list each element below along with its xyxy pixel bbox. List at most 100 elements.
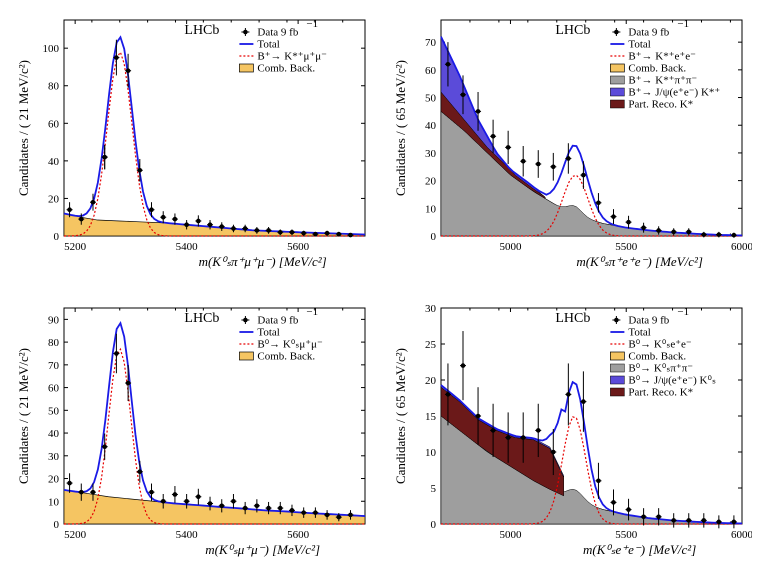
svg-text:0: 0	[431, 519, 437, 531]
plot-br: 051015202530500055006000Candidates / ( 6…	[389, 300, 752, 560]
data-point	[243, 505, 248, 510]
data-point	[641, 225, 646, 230]
data-point	[626, 220, 631, 225]
svg-text:0: 0	[54, 519, 60, 531]
data-point	[102, 155, 107, 160]
svg-text:5000: 5000	[499, 529, 522, 541]
legend-purp: B⁰→ J/ψ(e⁺e⁻) K⁰ₛ	[610, 374, 716, 386]
data-point	[301, 510, 306, 515]
legend-signal: B⁺→ K*⁺μ⁺μ⁻	[239, 51, 327, 63]
data-point	[161, 215, 166, 220]
plot-tr: 010203040506070500055006000Candidates / …	[389, 12, 752, 272]
data-point	[231, 498, 236, 503]
svg-text:Comb. Back.: Comb. Back.	[257, 63, 315, 75]
svg-text:30: 30	[48, 450, 60, 462]
svg-text:−1: −1	[306, 306, 318, 318]
svg-text:Part. Reco. K*: Part. Reco. K*	[628, 99, 693, 111]
svg-text:B⁺→ J/ψ(e⁺e⁻) K*⁺: B⁺→ J/ψ(e⁺e⁻) K*⁺	[628, 87, 720, 99]
plot-bl: 0102030405060708090520054005600Candidate…	[12, 300, 375, 560]
svg-text:B⁰→ K⁰ₛe⁺e⁻: B⁰→ K⁰ₛe⁺e⁻	[628, 338, 692, 350]
svg-text:Data 9 fb: Data 9 fb	[257, 314, 298, 326]
data-point	[243, 226, 248, 231]
svg-text:20: 20	[48, 473, 60, 485]
svg-text:−1: −1	[677, 18, 689, 30]
data-point	[290, 230, 295, 235]
y-axis-label: Candidates / ( 65 MeV/c²)	[393, 347, 408, 483]
data-point	[325, 512, 330, 517]
data-point	[626, 507, 631, 512]
svg-text:40: 40	[425, 120, 437, 132]
data-point	[461, 92, 466, 97]
svg-text:20: 20	[48, 193, 60, 205]
data-point	[196, 494, 201, 499]
data-point	[581, 399, 586, 404]
data-point	[208, 222, 213, 227]
data-point	[521, 159, 526, 164]
data-point	[581, 173, 586, 178]
data-point	[102, 444, 107, 449]
data-point	[79, 489, 84, 494]
legend-total: Total	[239, 39, 279, 51]
data-point	[536, 428, 541, 433]
svg-text:Comb. Back.: Comb. Back.	[628, 63, 686, 75]
svg-text:Total: Total	[628, 326, 650, 338]
svg-text:80: 80	[48, 337, 60, 349]
data-point	[67, 480, 72, 485]
data-point	[184, 498, 189, 503]
data-point	[446, 392, 451, 397]
data-point	[91, 200, 96, 205]
data-point	[656, 514, 661, 519]
data-point	[114, 55, 119, 60]
data-point	[138, 168, 143, 173]
experiment-label: LHCb	[555, 23, 590, 38]
data-point	[126, 380, 131, 385]
data-point	[149, 207, 154, 212]
legend-comb: Comb. Back.	[610, 63, 686, 75]
legend-signal: B⁺→ K*⁺e⁺e⁻	[610, 51, 696, 63]
data-point	[219, 224, 224, 229]
svg-text:90: 90	[48, 314, 60, 326]
svg-text:25: 25	[425, 339, 437, 351]
data-point	[219, 503, 224, 508]
data-point	[476, 413, 481, 418]
svg-text:10: 10	[48, 496, 60, 508]
svg-text:5400: 5400	[176, 529, 199, 541]
legend-data: Data 9 fb	[612, 27, 669, 39]
x-axis-label: m(K⁰ₛμ⁺μ⁻) [MeV/c²]	[205, 542, 320, 557]
data-point	[278, 230, 283, 235]
legend-purp: B⁺→ J/ψ(e⁺e⁻) K*⁺	[610, 87, 720, 99]
legend-data: Data 9 fb	[241, 27, 298, 39]
data-point	[208, 501, 213, 506]
data-point	[701, 518, 706, 523]
svg-text:Part. Reco. K*: Part. Reco. K*	[628, 386, 693, 398]
svg-text:20: 20	[425, 375, 437, 387]
svg-text:Comb. Back.: Comb. Back.	[628, 350, 686, 362]
svg-text:−1: −1	[677, 306, 689, 318]
data-point	[566, 392, 571, 397]
x-axis-label: m(K⁰ₛe⁺e⁻) [MeV/c²]	[583, 542, 696, 557]
data-point	[732, 519, 737, 524]
data-point	[196, 219, 201, 224]
svg-text:5200: 5200	[64, 241, 87, 253]
data-point	[325, 231, 330, 236]
svg-text:10: 10	[425, 203, 437, 215]
data-point	[173, 492, 178, 497]
data-point	[255, 228, 260, 233]
svg-text:Data 9 fb: Data 9 fb	[628, 27, 669, 39]
svg-text:5: 5	[431, 483, 437, 495]
data-point	[348, 512, 353, 517]
svg-text:B⁰→ J/ψ(e⁺e⁻) K⁰ₛ: B⁰→ J/ψ(e⁺e⁻) K⁰ₛ	[628, 374, 716, 386]
experiment-label: LHCb	[184, 311, 219, 326]
legend-total: Total	[239, 326, 279, 338]
data-point	[446, 62, 451, 67]
signal-curve	[64, 52, 365, 236]
svg-text:Data 9 fb: Data 9 fb	[628, 314, 669, 326]
legend-total: Total	[610, 39, 650, 51]
plot-tl: 020406080100520054005600Candidates / ( 2…	[12, 12, 375, 272]
svg-text:20: 20	[425, 176, 437, 188]
svg-text:5600: 5600	[287, 529, 310, 541]
data-point	[566, 156, 571, 161]
svg-text:Total: Total	[628, 39, 650, 51]
svg-text:40: 40	[48, 428, 60, 440]
data-point	[149, 489, 154, 494]
